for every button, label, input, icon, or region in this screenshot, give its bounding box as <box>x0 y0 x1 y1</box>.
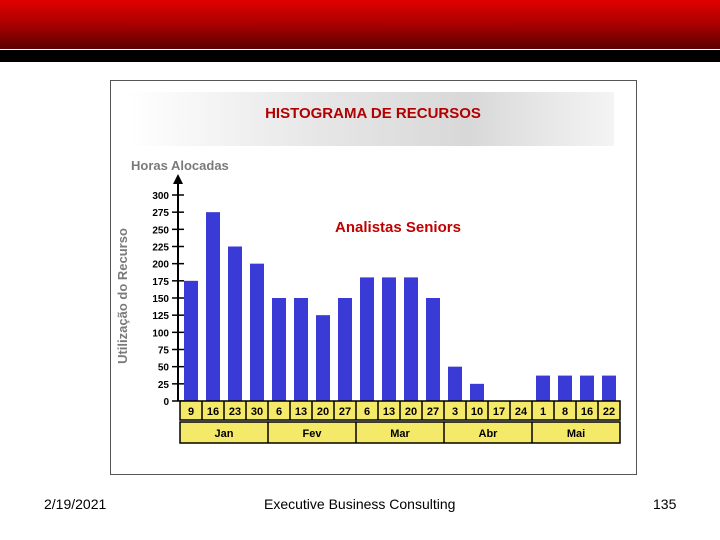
y-tick-label: 125 <box>152 311 169 322</box>
histogram-bar <box>602 375 616 401</box>
footer-page-number: 135 <box>653 496 677 512</box>
x-tick-label: 30 <box>251 406 263 418</box>
month-label: Abr <box>479 428 499 440</box>
x-tick-label: 27 <box>427 406 439 418</box>
y-tick-label: 150 <box>152 294 169 305</box>
x-tick-label: 16 <box>207 406 219 418</box>
header-underline <box>0 50 720 62</box>
header-bar <box>0 0 720 49</box>
y-tick-label: 50 <box>158 363 170 374</box>
y-tick-label: 25 <box>158 380 170 391</box>
x-tick-label: 17 <box>493 406 505 418</box>
x-tick-label: 27 <box>339 406 351 418</box>
histogram-bar <box>316 315 330 401</box>
histogram-bar <box>250 263 264 401</box>
y-tick-label: 300 <box>152 191 169 202</box>
chart-title: HISTOGRAMA DE RECURSOS <box>265 105 481 122</box>
histogram-bar <box>294 298 308 401</box>
month-row <box>179 421 621 444</box>
month-label: Mar <box>390 428 410 440</box>
x-tick-label: 6 <box>364 406 370 418</box>
x-tick-label: 13 <box>295 406 307 418</box>
x-tick-label: 10 <box>471 406 483 418</box>
month-label: Mai <box>567 428 585 440</box>
histogram-bar <box>228 246 242 401</box>
x-tick-label: 6 <box>276 406 282 418</box>
y-tick-label: 225 <box>152 243 169 254</box>
x-tick-label: 20 <box>317 406 329 418</box>
histogram-bar <box>404 277 418 401</box>
x-tick-label: 9 <box>188 406 194 418</box>
y-tick-label: 250 <box>152 225 169 236</box>
x-tick-label: 20 <box>405 406 417 418</box>
histogram-bar <box>272 298 286 401</box>
histogram-bar <box>426 298 440 401</box>
x-tick-label: 3 <box>452 406 458 418</box>
x-tick-label: 1 <box>540 406 546 418</box>
y-axis-title: Horas Alocadas <box>131 158 229 173</box>
y-axis-label: Utilização do Recurso <box>115 228 130 364</box>
y-tick-label: 175 <box>152 277 169 288</box>
histogram-bar <box>470 383 484 401</box>
footer-date: 2/19/2021 <box>44 496 107 512</box>
y-tick-label: 100 <box>152 328 169 339</box>
y-axis-arrow <box>173 174 183 184</box>
chart-title-band <box>128 92 614 146</box>
series-annotation: Analistas Seniors <box>335 219 461 236</box>
y-tick-label: 0 <box>163 397 169 408</box>
y-tick-label: 200 <box>152 260 169 271</box>
histogram-bar <box>360 277 374 401</box>
histogram-bar <box>580 375 594 401</box>
histogram-bar <box>382 277 396 401</box>
x-tick-label: 16 <box>581 406 593 418</box>
month-label: Jan <box>215 428 234 440</box>
histogram-bar <box>338 298 352 401</box>
histogram-bar <box>536 375 550 401</box>
histogram-bar <box>206 212 220 401</box>
x-tick-label: 24 <box>515 406 528 418</box>
histogram-bar <box>184 280 198 401</box>
histogram-bar <box>558 375 572 401</box>
x-tick-label: 8 <box>562 406 568 418</box>
x-tick-label: 22 <box>603 406 615 418</box>
footer-company: Executive Business Consulting <box>264 496 456 512</box>
x-tick-label: 13 <box>383 406 395 418</box>
x-tick-label: 23 <box>229 406 241 418</box>
y-tick-label: 275 <box>152 208 169 219</box>
month-label: Fev <box>303 428 323 440</box>
y-tick-label: 75 <box>158 346 170 357</box>
histogram-bar <box>448 366 462 401</box>
